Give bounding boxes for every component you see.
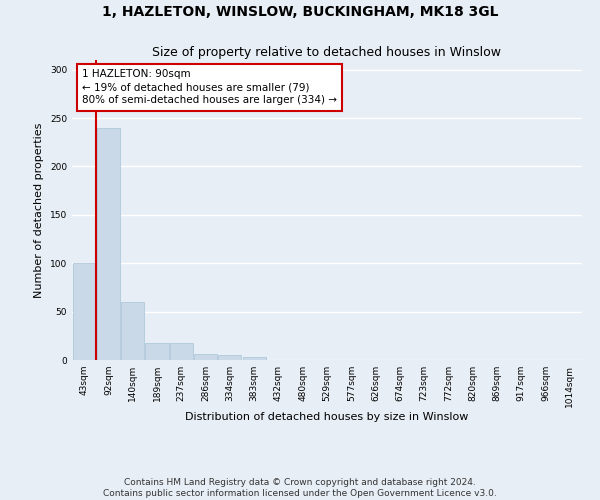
- Bar: [73, 263, 95, 360]
- Text: 1 HAZLETON: 90sqm
← 19% of detached houses are smaller (79)
80% of semi-detached: 1 HAZLETON: 90sqm ← 19% of detached hous…: [82, 69, 337, 106]
- Title: Size of property relative to detached houses in Winslow: Size of property relative to detached ho…: [152, 46, 502, 59]
- Y-axis label: Number of detached properties: Number of detached properties: [34, 122, 44, 298]
- Bar: [97, 128, 120, 360]
- Text: Contains HM Land Registry data © Crown copyright and database right 2024.
Contai: Contains HM Land Registry data © Crown c…: [103, 478, 497, 498]
- Text: 1, HAZLETON, WINSLOW, BUCKINGHAM, MK18 3GL: 1, HAZLETON, WINSLOW, BUCKINGHAM, MK18 3…: [102, 5, 498, 19]
- Bar: [145, 342, 169, 360]
- Bar: [194, 354, 217, 360]
- Bar: [242, 357, 266, 360]
- Bar: [218, 355, 241, 360]
- X-axis label: Distribution of detached houses by size in Winslow: Distribution of detached houses by size …: [185, 412, 469, 422]
- Bar: [121, 302, 144, 360]
- Bar: [170, 342, 193, 360]
